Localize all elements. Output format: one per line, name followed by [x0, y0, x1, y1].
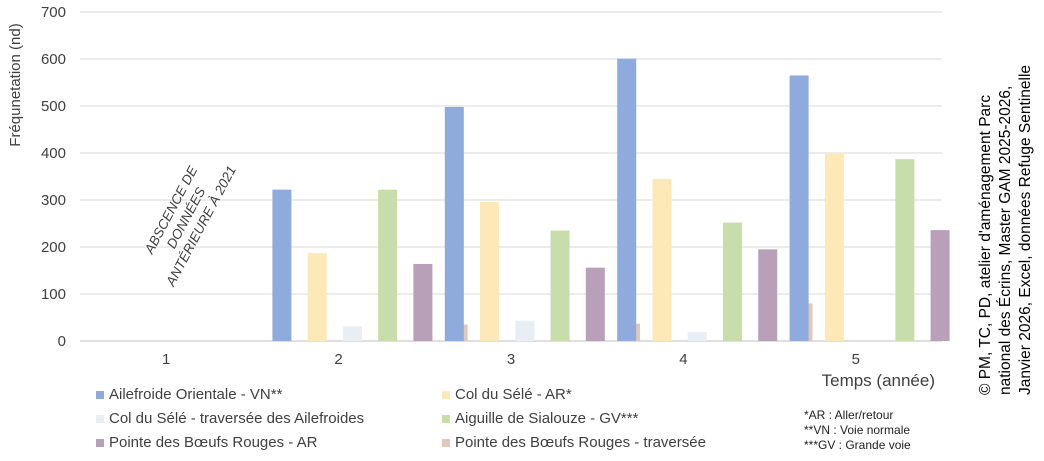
legend-swatch: [442, 414, 450, 423]
credit-line-2: national des Écrins, Master GAM 2025-202…: [997, 85, 1014, 396]
legend-swatch: [96, 414, 104, 423]
x-axis-title: Temps (année): [822, 371, 935, 390]
x-tick-label: 5: [852, 351, 860, 368]
credit-text: © PM, TC, PD, atelier d'aménagement Parc…: [976, 65, 1036, 395]
bar: [342, 326, 362, 341]
credit-line-3: Janvier 2026, Excel, données Refuge Sent…: [1017, 64, 1034, 396]
legend-label: Col du Sélé - traversée des Ailefroides: [109, 410, 365, 427]
x-tick-label: 4: [679, 351, 687, 368]
no-data-annotation: ABSCENCE DE DONNÉES ANTÉRIEURE À 2021: [141, 163, 239, 289]
legend-label: Pointe des Bœufs Rouges - traversée: [455, 434, 706, 451]
y-tick-label: 100: [41, 286, 66, 303]
bar: [930, 230, 950, 341]
note-vn: **VN : Voie normale: [804, 423, 911, 437]
y-axis-title: Fréqunetation (nd): [7, 23, 24, 146]
legend-swatch: [442, 390, 450, 399]
legend-item-col-du-sele-traversee: Col du Sélé - traversée des Ailefroides: [96, 410, 364, 427]
legend-item-ailefroide: Ailefroide Orientale - VN**: [96, 386, 282, 403]
y-tick-label: 500: [41, 98, 66, 115]
legend-label: Pointe des Bœufs Rouges - AR: [109, 434, 318, 451]
credit-line-1: © PM, TC, PD, atelier d'aménagement Parc: [977, 94, 994, 396]
y-tick-label: 0: [58, 333, 66, 350]
y-tick-labels: 0 100 200 300 400 500 600 700: [41, 4, 66, 350]
abbreviation-notes: *AR : Aller/retour **VN : Voie normale *…: [804, 408, 911, 453]
legend-item-boeufs-rouges-traversee: Pointe des Bœufs Rouges - traversée: [442, 434, 706, 451]
credit-block: © PM, TC, PD, atelier d'aménagement Parc…: [968, 0, 1044, 461]
y-tick-label: 200: [41, 239, 66, 256]
note-gv: ***GV : Grande voie: [804, 438, 911, 452]
y-tick-label: 300: [41, 192, 66, 209]
legend-label: Col du Sélé - AR*: [455, 386, 572, 403]
legend-item-col-du-sele-ar: Col du Sélé - AR*: [442, 386, 572, 403]
legend-item-sialouze: Aiguille de Sialouze - GV***: [442, 410, 638, 427]
bar: [824, 153, 844, 341]
x-tick-label: 1: [162, 351, 170, 368]
legend-swatch: [96, 438, 104, 447]
x-tick-label: 2: [334, 351, 342, 368]
bar: [307, 253, 327, 341]
bar: [758, 249, 778, 341]
legend-label: Ailefroide Orientale - VN**: [109, 386, 283, 403]
bar: [550, 230, 570, 341]
y-tick-label: 600: [41, 51, 66, 68]
bar: [652, 178, 672, 341]
bar: [444, 106, 464, 341]
y-tick-label: 700: [41, 4, 66, 21]
y-tick-label: 400: [41, 145, 66, 162]
bar: [480, 201, 500, 341]
bar: [378, 189, 398, 341]
x-tick-labels: 1 2 3 4 5: [162, 351, 860, 368]
bar: [585, 267, 605, 341]
bar: [722, 222, 742, 341]
bar: [789, 75, 809, 341]
bar: [413, 263, 433, 341]
bars: [272, 58, 950, 341]
bar: [515, 320, 535, 341]
chart: 0 100 200 300 400 500 600 700 1 2 3 4 5 Fréqunetati…: [7, 4, 950, 390]
bar: [272, 189, 292, 341]
legend-swatch: [442, 438, 450, 447]
x-tick-label: 3: [507, 351, 515, 368]
legend-label: Aiguille de Sialouze - GV***: [455, 410, 639, 427]
bar: [617, 58, 637, 341]
legend-swatch: [96, 390, 104, 399]
note-ar: *AR : Aller/retour: [804, 408, 894, 422]
gridlines: [80, 11, 942, 342]
bar: [687, 332, 707, 341]
legend-item-boeufs-rouges-ar: Pointe des Bœufs Rouges - AR: [96, 434, 317, 451]
bar: [895, 159, 915, 341]
legend: Ailefroide Orientale - VN** Col du Sélé …: [96, 386, 796, 461]
